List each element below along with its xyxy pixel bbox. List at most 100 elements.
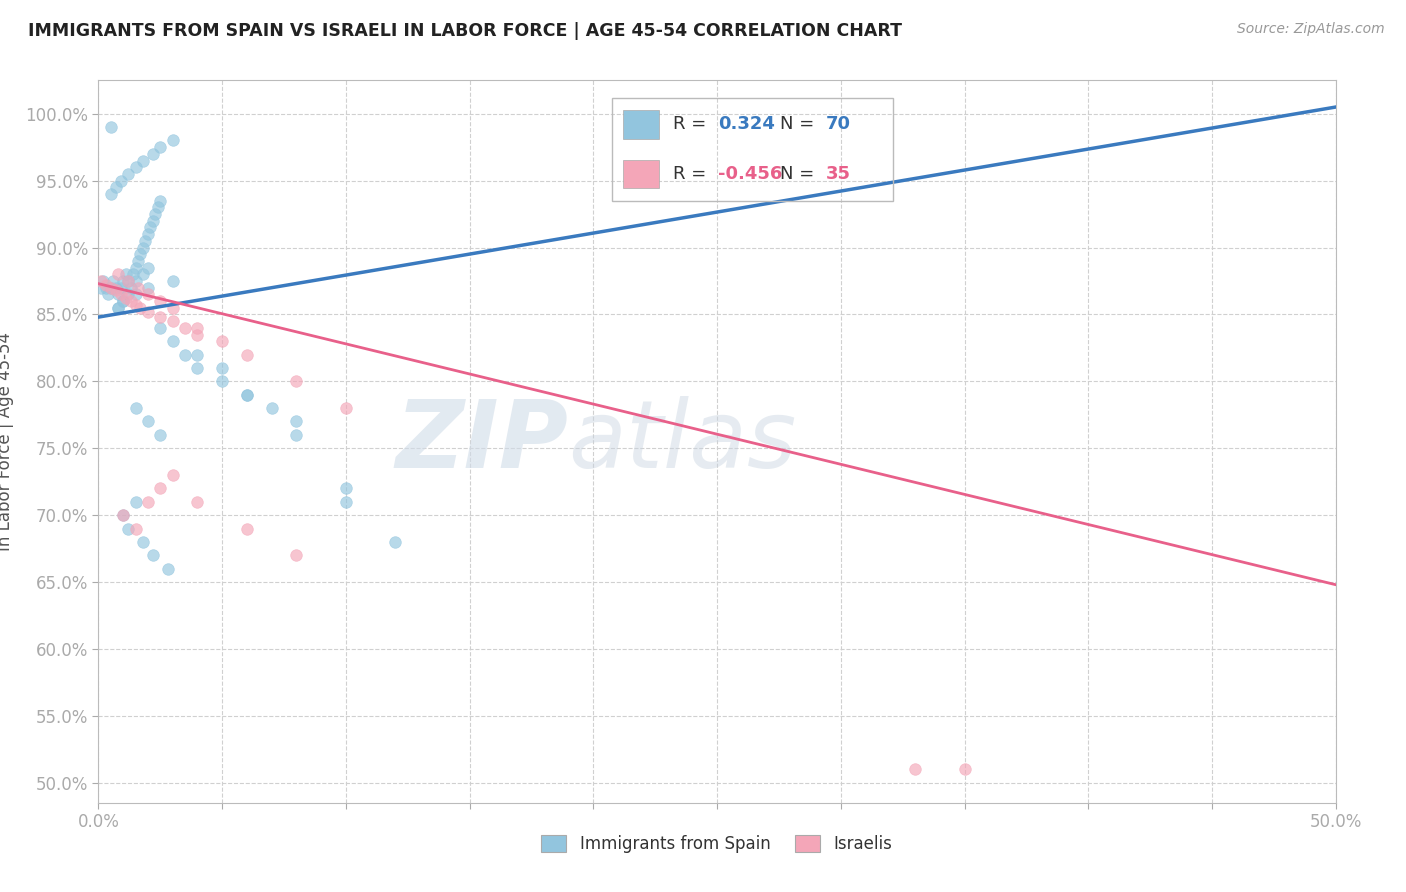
Point [107, 301, 129, 315]
Point [139, 220, 162, 235]
Point [149, 482, 172, 496]
Point [104, 283, 127, 297]
Point [129, 301, 152, 315]
Point [136, 280, 159, 294]
Point [236, 387, 259, 401]
Text: 35: 35 [825, 164, 851, 183]
Point [136, 260, 159, 275]
Point [149, 320, 172, 334]
Point [112, 293, 135, 308]
Point [124, 274, 146, 288]
Point [117, 167, 139, 181]
Point [335, 494, 357, 508]
Point [117, 274, 139, 288]
Point [107, 267, 129, 281]
Text: 0.324: 0.324 [718, 115, 775, 133]
Y-axis label: In Labor Force | Age 45-54: In Labor Force | Age 45-54 [0, 332, 14, 551]
Point [134, 234, 156, 248]
Point [120, 293, 142, 308]
Point [186, 347, 208, 362]
Point [236, 347, 259, 362]
Point [149, 140, 172, 154]
Point [112, 293, 135, 308]
Point [904, 762, 927, 776]
Point [104, 180, 127, 194]
Point [132, 240, 155, 254]
Point [136, 287, 159, 301]
Point [236, 387, 259, 401]
Point [162, 314, 184, 328]
Point [236, 521, 259, 535]
Point [107, 287, 129, 301]
Point [117, 274, 139, 288]
Point [94, 277, 117, 292]
Point [953, 762, 976, 776]
Text: ZIP: ZIP [395, 395, 568, 488]
Point [136, 304, 159, 318]
Point [142, 146, 165, 161]
Point [149, 310, 172, 325]
Point [186, 360, 208, 375]
Point [149, 293, 172, 308]
Legend: Immigrants from Spain, Israelis: Immigrants from Spain, Israelis [534, 828, 900, 860]
Point [100, 120, 122, 134]
Point [110, 280, 132, 294]
Point [103, 274, 125, 288]
Point [117, 521, 139, 535]
Bar [623, 111, 659, 139]
Point [142, 548, 165, 562]
Point [142, 213, 165, 227]
Point [112, 508, 135, 523]
Text: -0.456: -0.456 [718, 164, 783, 183]
Point [384, 534, 406, 549]
Text: atlas: atlas [568, 396, 797, 487]
Point [174, 347, 197, 362]
Point [149, 194, 172, 208]
Point [186, 494, 208, 508]
Point [104, 280, 127, 294]
Point [335, 482, 357, 496]
Point [124, 260, 146, 275]
Point [110, 173, 132, 187]
Point [124, 160, 146, 174]
Point [127, 253, 149, 268]
Text: N =: N = [780, 164, 820, 183]
Point [93, 274, 115, 288]
Point [162, 334, 184, 348]
Point [285, 414, 308, 428]
Point [285, 427, 308, 442]
Point [146, 200, 169, 214]
Point [285, 374, 308, 388]
Point [110, 287, 132, 301]
Point [132, 267, 155, 281]
Point [136, 414, 159, 428]
Point [107, 301, 129, 315]
Point [211, 374, 233, 388]
Point [122, 267, 145, 281]
Point [156, 561, 179, 575]
Point [112, 508, 135, 523]
Point [90, 280, 112, 294]
Point [285, 548, 308, 562]
Point [260, 401, 283, 415]
Point [186, 320, 208, 334]
Point [174, 320, 197, 334]
Point [100, 280, 122, 294]
Point [335, 401, 357, 415]
Point [100, 187, 122, 202]
Point [162, 274, 184, 288]
Point [114, 291, 136, 305]
Point [211, 334, 233, 348]
Point [136, 494, 159, 508]
Text: 70: 70 [825, 115, 851, 133]
Point [149, 427, 172, 442]
Point [136, 227, 159, 241]
Point [129, 247, 152, 261]
Point [124, 287, 146, 301]
Point [100, 280, 122, 294]
Point [94, 280, 117, 294]
Point [162, 467, 184, 482]
Text: Source: ZipAtlas.com: Source: ZipAtlas.com [1237, 22, 1385, 37]
Point [124, 298, 146, 312]
Text: R =: R = [673, 115, 713, 133]
